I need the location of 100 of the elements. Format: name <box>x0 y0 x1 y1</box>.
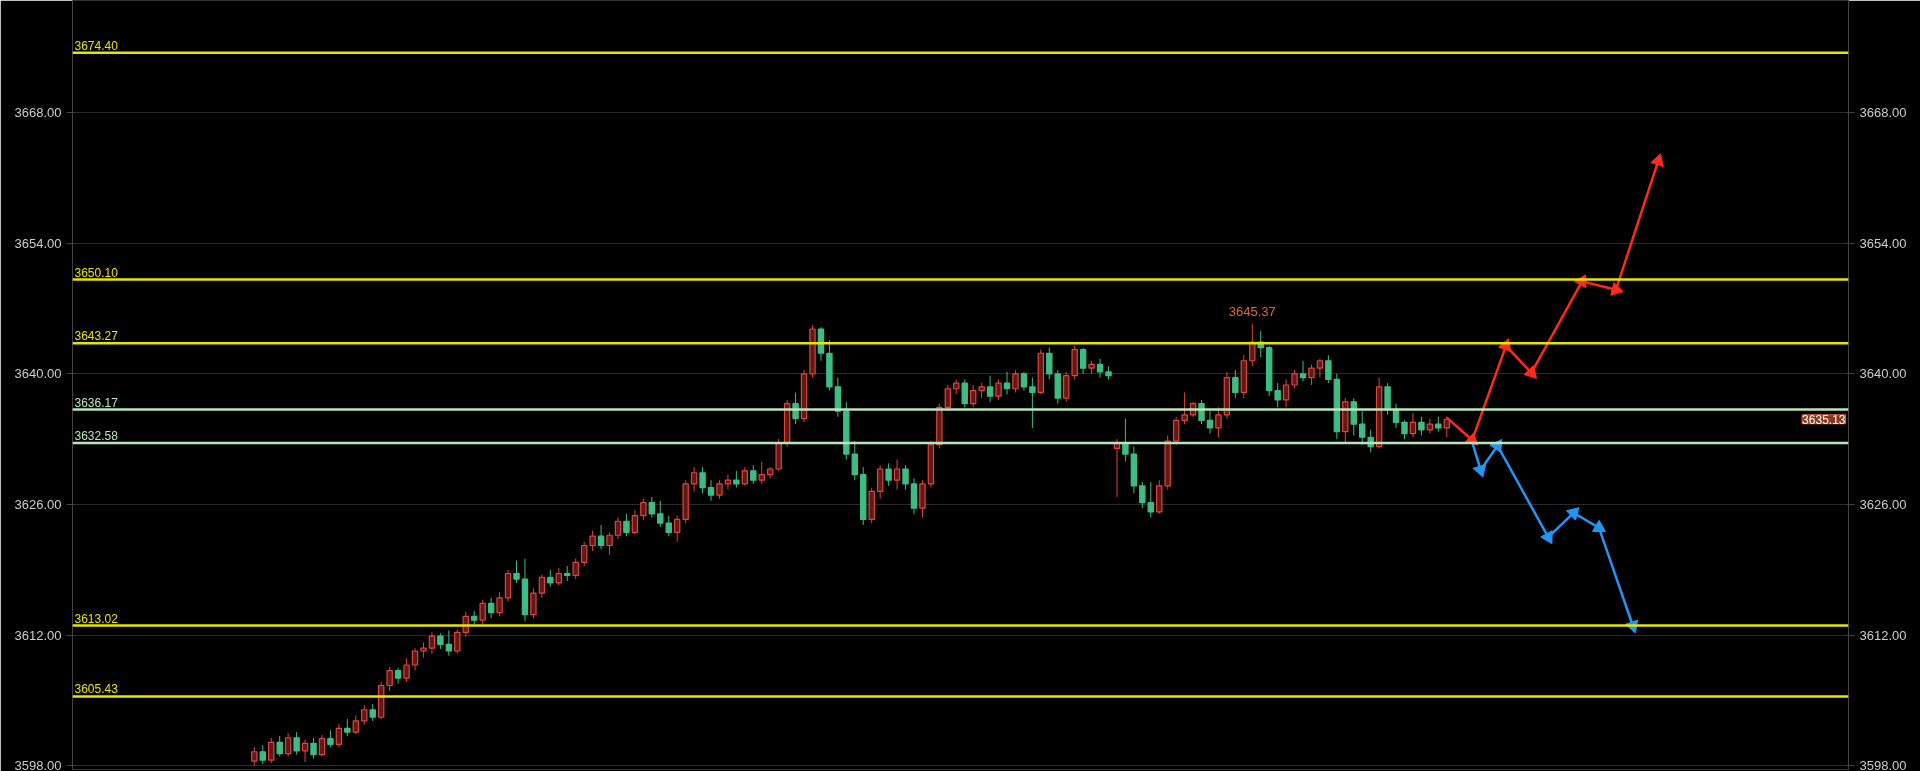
candlestick <box>572 558 579 580</box>
candlestick <box>259 744 267 765</box>
candlestick <box>902 464 909 491</box>
candlestick <box>335 723 343 748</box>
candlestick <box>1291 369 1298 390</box>
candlestick <box>1020 371 1028 392</box>
y2-tick-label: 3668.00 <box>1859 104 1907 120</box>
point <box>1565 507 1580 521</box>
candlestick <box>707 479 715 502</box>
candlestick <box>1274 382 1281 408</box>
candlestick <box>580 541 588 567</box>
candlestick <box>538 573 546 599</box>
candlestick <box>352 714 360 735</box>
candlestick <box>623 513 630 537</box>
candlestick <box>284 732 292 757</box>
candlestick <box>1206 410 1214 435</box>
candlestick <box>1418 416 1425 436</box>
candlestick <box>1096 358 1104 379</box>
candlestick <box>640 498 647 521</box>
candlestick <box>893 459 901 491</box>
candlestick <box>1181 391 1188 425</box>
y-tick-label: 3668.00 <box>14 104 62 120</box>
y-tick-label: 3612.00 <box>14 627 62 643</box>
candlestick <box>851 440 859 481</box>
candlestick <box>589 530 596 552</box>
candlestick <box>716 479 723 500</box>
candlestick <box>445 629 453 657</box>
candlestick <box>986 375 994 403</box>
candlestick <box>318 734 326 757</box>
y2-tick-label: 3654.00 <box>1859 235 1907 251</box>
candlestick <box>741 466 749 487</box>
ref-line-label: 3674.40 <box>74 38 119 53</box>
candlestick <box>1003 371 1011 395</box>
candlestick <box>403 657 410 683</box>
candlestick <box>428 631 436 655</box>
candlestick <box>487 597 495 619</box>
y-tick-label: 3654.00 <box>14 235 62 251</box>
point <box>1650 153 1664 168</box>
candlestick <box>876 464 884 500</box>
candlestick <box>606 531 613 556</box>
point <box>1523 365 1537 379</box>
candlestick <box>673 515 681 543</box>
candlestick <box>648 496 656 519</box>
candlestick <box>961 378 968 408</box>
candlestick <box>614 517 622 540</box>
candlestick <box>411 647 419 672</box>
candlestick <box>690 466 698 492</box>
y-tick-label: 3640.00 <box>14 366 62 382</box>
point <box>1472 463 1487 478</box>
candlestick <box>479 599 486 625</box>
candlestick <box>1079 347 1087 375</box>
candlestick <box>454 629 461 655</box>
ref-line-label: 3643.27 <box>74 329 119 344</box>
ref-line-label: 3632.58 <box>74 429 119 444</box>
candlestick <box>724 474 732 491</box>
candlestick <box>276 735 283 757</box>
candlestick <box>1316 358 1324 379</box>
candlestick <box>631 509 639 535</box>
y-tick-label: 3598.00 <box>14 758 62 771</box>
candlestick <box>1401 419 1408 440</box>
candlestick <box>293 731 300 756</box>
candlestick <box>1325 354 1332 384</box>
annotation: 3635.13 <box>1802 412 1846 427</box>
candlestick <box>699 466 706 494</box>
y2-tick-label: 3598.00 <box>1859 758 1907 771</box>
candlestick <box>1139 481 1146 509</box>
annotation: 3645.37 <box>1228 303 1276 319</box>
candlestick <box>268 737 275 764</box>
candlestick <box>1215 406 1222 438</box>
candlestick <box>657 500 664 528</box>
candlestick <box>758 461 765 485</box>
ref-line-label: 3605.43 <box>74 682 119 697</box>
point <box>1540 530 1553 545</box>
ref-line-label: 3636.17 <box>74 395 119 410</box>
candlestick <box>1308 363 1315 386</box>
candlestick <box>496 591 503 617</box>
candlestick <box>530 587 537 619</box>
candlestick <box>1012 369 1019 393</box>
candlestick <box>1046 347 1053 380</box>
candlestick <box>1172 416 1180 446</box>
ref-line-label: 3650.10 <box>74 265 119 280</box>
candlestick <box>1384 382 1391 416</box>
candlestick <box>1282 378 1290 408</box>
candlestick <box>885 462 892 487</box>
candlestick <box>1350 397 1357 436</box>
y-tick-label: 3626.00 <box>14 496 62 512</box>
candlestick <box>969 384 977 408</box>
candlestick <box>1062 371 1070 403</box>
candlestick <box>750 464 757 485</box>
candlestick <box>1409 412 1417 438</box>
candlestick <box>1232 369 1239 399</box>
candlestick <box>1029 377 1036 429</box>
candlestick <box>386 666 393 692</box>
y2-tick-label: 3640.00 <box>1859 366 1907 382</box>
candlestick <box>310 737 317 759</box>
y2-tick-label: 3612.00 <box>1859 627 1907 643</box>
candlestick <box>1358 410 1366 446</box>
candlestick <box>665 515 672 537</box>
candlestick <box>361 704 368 726</box>
candlestick <box>995 378 1002 401</box>
